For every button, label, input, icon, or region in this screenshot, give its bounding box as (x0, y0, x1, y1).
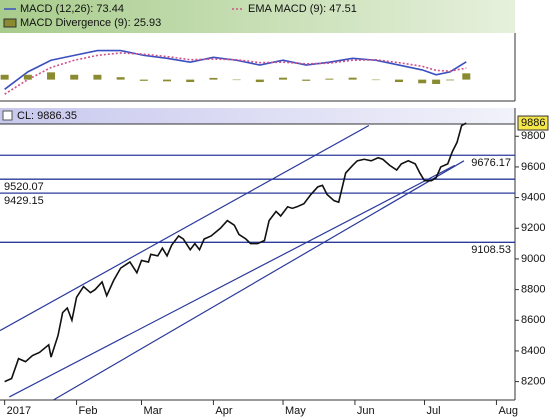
last-price-box (517, 115, 549, 131)
y-tick-label: 8400 (521, 345, 545, 357)
legend-label: MACD (12,26): 73.44 (20, 3, 124, 15)
x-tick-label: Jul (427, 405, 441, 417)
divergence-bar (139, 79, 148, 81)
trend-line (9, 164, 455, 398)
level-label: 9429.15 (4, 195, 44, 207)
macd-line (4, 49, 467, 90)
x-tick-label: Apr (215, 405, 232, 417)
divergence-bar (302, 79, 311, 81)
divergence-bar (395, 79, 404, 83)
level-label: 9676.17 (471, 157, 511, 169)
last-price-label: 9886 (521, 117, 545, 129)
x-tick-label: Aug (498, 405, 518, 417)
level-label: 9108.53 (471, 244, 511, 256)
x-tick-label: Jun (357, 405, 375, 417)
trend-line (53, 160, 465, 401)
legend-swatch (3, 18, 17, 28)
divergence-bar (279, 77, 288, 80)
divergence-bar (446, 79, 455, 81)
y-tick-label: 9800 (521, 130, 545, 142)
legend-label: MACD Divergence (9): 25.93 (20, 17, 161, 29)
level-label: 9520.07 (4, 181, 44, 193)
divergence-bar (186, 79, 195, 83)
macd-line (4, 52, 467, 95)
price-header (0, 108, 515, 124)
y-tick-label: 9200 (521, 222, 545, 234)
divergence-bar (93, 74, 102, 80)
x-tick-label: May (285, 405, 306, 417)
y-tick-label: 8600 (521, 314, 545, 326)
divergence-bar (47, 72, 56, 80)
divergence-bar (209, 77, 218, 80)
divergence-bar (371, 79, 380, 81)
macd-header (0, 0, 515, 33)
x-tick-label: Feb (79, 405, 98, 417)
price-line (4, 122, 467, 383)
legend-label: EMA MACD (9): 47.51 (248, 3, 357, 15)
divergence-bar (23, 74, 32, 80)
divergence-bar (432, 79, 441, 84)
divergence-bar (163, 79, 172, 82)
y-tick-label: 9000 (521, 253, 545, 265)
price-header-text: CL: 9886.35 (17, 110, 77, 122)
divergence-bar (255, 79, 264, 83)
divergence-bar (418, 79, 427, 84)
y-tick-label: 8200 (521, 376, 545, 388)
divergence-bar (232, 79, 241, 81)
divergence-bar (0, 74, 9, 80)
y-tick-label: 9600 (521, 161, 545, 173)
divergence-bar (325, 78, 334, 80)
divergence-bar (116, 77, 125, 80)
trend-line (0, 125, 370, 332)
divergence-bar (70, 74, 79, 80)
y-tick-label: 8800 (521, 284, 545, 296)
divergence-bar (348, 77, 357, 80)
header-icon (2, 110, 13, 121)
x-tick-label: 2017 (7, 405, 31, 417)
x-tick-label: Mar (144, 405, 163, 417)
y-tick-label: 9400 (521, 192, 545, 204)
divergence-bar (462, 73, 471, 80)
